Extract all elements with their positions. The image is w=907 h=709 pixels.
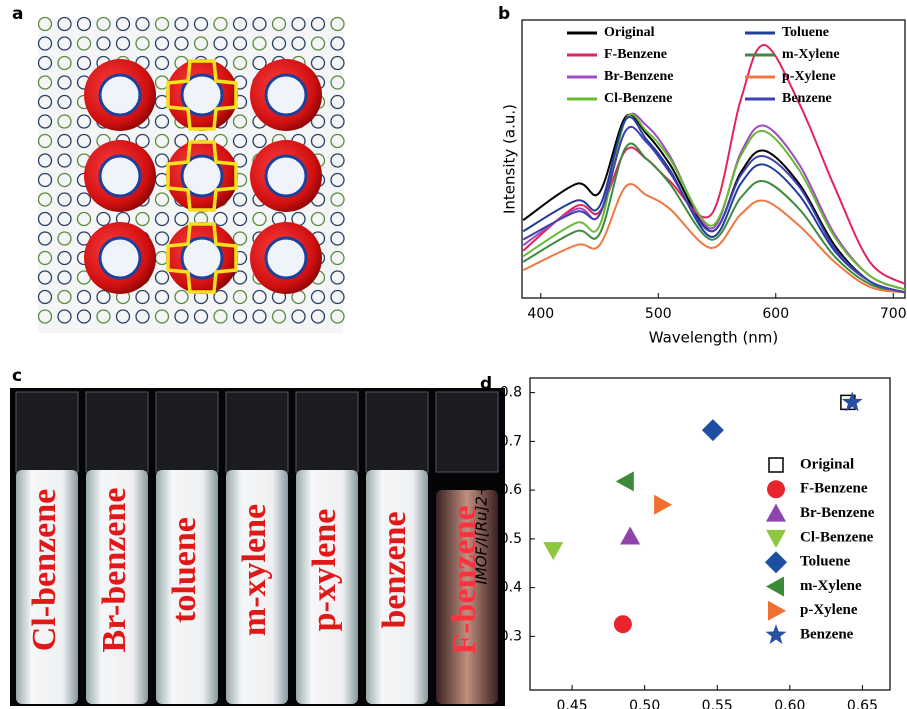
x-tick-label: 0.45 bbox=[557, 698, 588, 709]
pore bbox=[100, 156, 140, 196]
legend-marker bbox=[765, 551, 787, 573]
y-tick-label: 0.8 bbox=[500, 385, 522, 401]
vial-label: benzene bbox=[376, 511, 413, 628]
marker bbox=[543, 542, 563, 560]
x-tick-label: 0.50 bbox=[629, 698, 660, 709]
x-tick-label: 0.65 bbox=[847, 698, 878, 709]
legend-marker bbox=[766, 530, 786, 548]
vial-label: p-xylene bbox=[306, 509, 343, 632]
legend-label: Original bbox=[604, 25, 655, 40]
plot-frame bbox=[522, 20, 905, 298]
marker bbox=[702, 419, 724, 441]
legend-label: Benzene bbox=[800, 627, 854, 643]
vial-top bbox=[86, 392, 148, 472]
legend-marker bbox=[766, 624, 787, 644]
vial-top bbox=[156, 392, 218, 472]
vial-label: Cl-benzene bbox=[26, 489, 63, 651]
marker bbox=[614, 615, 632, 633]
y-axis-label: IMOF/I[Ru]2+ bbox=[473, 483, 491, 584]
vial-top bbox=[436, 392, 498, 472]
legend-label: F-Benzene bbox=[604, 47, 667, 62]
y-tick-label: 0.7 bbox=[500, 433, 522, 449]
pore bbox=[100, 75, 140, 115]
y-tick-label: 0.6 bbox=[500, 482, 522, 498]
legend-marker bbox=[766, 504, 786, 522]
y-tick-label: 0.3 bbox=[500, 628, 522, 644]
vial-top bbox=[226, 392, 288, 472]
legend-label: Cl-Benzene bbox=[604, 91, 672, 106]
vial-photo: Cl-benzene Br-benzene toluene m-xylene p-xyl… bbox=[10, 388, 505, 706]
vial-top bbox=[366, 392, 428, 472]
vial-top bbox=[16, 392, 78, 472]
legend-label: F-Benzene bbox=[800, 481, 868, 497]
legend-marker bbox=[767, 480, 785, 498]
x-tick-label: 0.60 bbox=[774, 698, 805, 709]
legend-marker bbox=[768, 601, 786, 621]
legend-label: Original bbox=[800, 456, 854, 472]
panel-label: c bbox=[12, 366, 22, 386]
vial-label: m-xylene bbox=[236, 504, 273, 636]
x-tick-label: 700 bbox=[880, 306, 907, 322]
panel-label: d bbox=[480, 374, 492, 394]
structure-image bbox=[38, 18, 344, 334]
x-tick-label: 500 bbox=[645, 306, 672, 322]
legend-label: Br-Benzene bbox=[800, 505, 875, 521]
legend-label: m-Xylene bbox=[782, 47, 840, 62]
marker bbox=[620, 526, 640, 544]
legend-label: p-Xylene bbox=[782, 69, 836, 84]
panel-label: a bbox=[12, 4, 23, 24]
pore bbox=[266, 75, 306, 115]
legend-label: p-Xylene bbox=[800, 602, 858, 618]
y-tick-label: 0.4 bbox=[500, 580, 522, 596]
legend-marker bbox=[766, 577, 784, 597]
panel-label: b bbox=[498, 4, 510, 24]
legend-label: Cl-Benzene bbox=[800, 529, 874, 545]
legend-label: Br-Benzene bbox=[604, 69, 673, 84]
vial-label: Br-benzene bbox=[96, 488, 133, 653]
marker bbox=[654, 495, 672, 515]
figure: Cl-benzene Br-benzene toluene m-xylene p-xyl… bbox=[0, 0, 907, 709]
legend-label: Toluene bbox=[782, 25, 829, 40]
x-tick-label: 400 bbox=[527, 306, 554, 322]
legend-marker bbox=[769, 458, 783, 472]
pore bbox=[266, 238, 306, 278]
pore bbox=[266, 156, 306, 196]
marker bbox=[842, 391, 863, 411]
x-axis-label: Wavelength (nm) bbox=[649, 329, 779, 347]
y-axis-label: Intensity (a.u.) bbox=[501, 104, 519, 214]
legend-label: m-Xylene bbox=[800, 578, 862, 594]
x-tick-label: 0.55 bbox=[702, 698, 733, 709]
vial-label: toluene bbox=[166, 517, 203, 623]
legend-label: Toluene bbox=[800, 554, 851, 570]
y-tick-label: 0.5 bbox=[500, 531, 522, 547]
vial-top bbox=[296, 392, 358, 472]
pore bbox=[100, 238, 140, 278]
legend-label: Benzene bbox=[782, 91, 832, 106]
marker bbox=[616, 471, 634, 491]
x-tick-label: 600 bbox=[762, 306, 789, 322]
